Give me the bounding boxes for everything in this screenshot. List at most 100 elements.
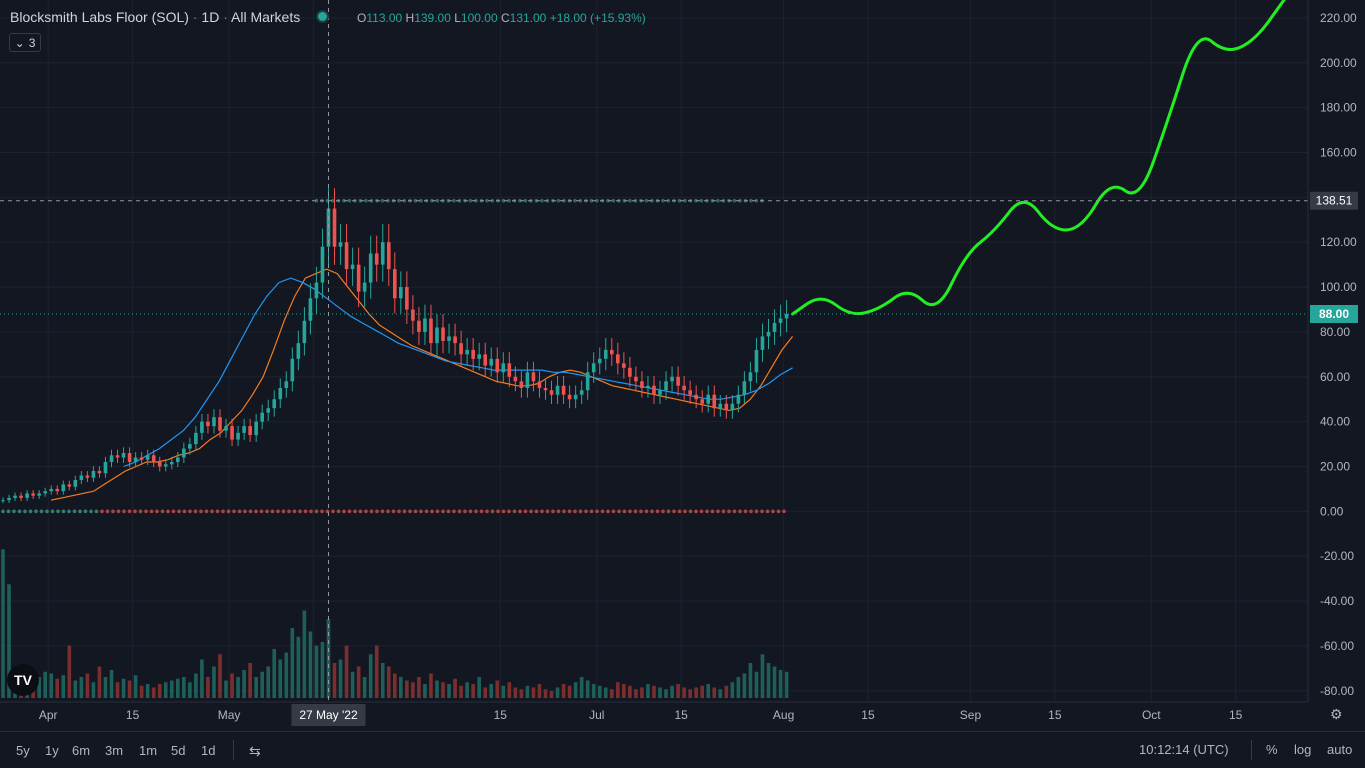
zero-level-dot: [1, 509, 5, 514]
zero-level-dot: [149, 509, 154, 514]
resistance-level-dot: [397, 198, 401, 203]
percent-toggle[interactable]: %: [1266, 742, 1278, 757]
candle-body: [332, 208, 337, 247]
candle-body: [585, 372, 590, 391]
candle-body: [399, 287, 403, 299]
candle-body: [392, 269, 397, 299]
clock[interactable]: 10:12:14 (UTC): [1139, 742, 1229, 757]
gear-icon[interactable]: ⚙: [1330, 706, 1343, 722]
y-tick-label: 200.00: [1320, 56, 1357, 70]
volume-bar: [290, 628, 295, 698]
x-tick-label: May: [218, 708, 241, 722]
timeframe-1m[interactable]: 1m: [139, 743, 158, 758]
volume-bar: [374, 645, 379, 698]
timeframe-3m[interactable]: 3m: [105, 743, 124, 758]
legend-separator: ·: [192, 9, 198, 25]
volume-bar: [579, 677, 584, 698]
open-value: 113.00: [366, 11, 403, 25]
volume-bar: [772, 666, 777, 698]
tradingview-logo-icon[interactable]: TV: [7, 664, 39, 696]
volume-bar: [79, 677, 84, 698]
last-price-label: 88.00: [1319, 307, 1349, 321]
zero-level-dot: [457, 509, 462, 514]
volume-bar: [513, 687, 518, 698]
volume-bar: [212, 666, 216, 698]
x-tick-label: 15: [494, 708, 508, 722]
chart-legend: Blocksmith Labs Floor (SOL) · 1D · All M…: [10, 9, 646, 25]
timeframe-5d[interactable]: 5d: [171, 743, 186, 758]
volume-bar: [609, 689, 614, 698]
zero-level-dot: [199, 509, 203, 514]
time-axis: Apr15May1515Jul15Aug15Sep15Oct1527 May '…: [0, 701, 1308, 726]
interval-label[interactable]: 1D: [201, 9, 220, 25]
candle-body: [537, 381, 542, 389]
resistance-level-dot: [380, 198, 385, 203]
zero-level-dot: [320, 509, 324, 514]
zero-level-dot: [12, 509, 16, 514]
zero-level-dot: [105, 509, 110, 514]
auto-toggle[interactable]: auto: [1327, 742, 1353, 757]
candle-body: [471, 349, 475, 359]
symbol-title[interactable]: Blocksmith Labs Floor (SOL): [10, 9, 189, 25]
volume-bar: [676, 684, 680, 698]
candle-body: [79, 475, 84, 480]
zero-level-dot: [6, 509, 11, 514]
indicators-toggle-button[interactable]: ⌄ 3: [9, 33, 41, 52]
volume-bar: [429, 673, 433, 698]
candle-body: [284, 381, 289, 389]
zero-level-dot: [595, 509, 599, 514]
candle-body: [43, 491, 48, 494]
volume-bar: [754, 671, 759, 698]
volume-bar: [652, 685, 656, 698]
timeframe-1d[interactable]: 1d: [201, 743, 216, 758]
zero-level-dot: [182, 509, 187, 514]
zero-level-dot: [721, 509, 726, 514]
volume-bar: [405, 680, 409, 698]
crosshair: [0, 0, 1308, 702]
volume-bar: [1, 549, 5, 698]
candle-body: [555, 385, 560, 395]
zero-level-dot: [364, 509, 368, 514]
candle-body: [525, 372, 530, 389]
y-tick-label: 100.00: [1320, 280, 1357, 294]
candle-body: [380, 242, 385, 265]
candle-body: [55, 488, 60, 492]
volume-bar: [561, 684, 566, 698]
price-chart[interactable]: 220.00200.00180.00160.00140.00120.00100.…: [0, 0, 1365, 731]
volume-bar: [622, 684, 626, 698]
timeframe-5y[interactable]: 5y: [16, 743, 30, 758]
bottom-toolbar: 5y 1y 6m 3m 1m 5d 1d ⇆ 10:12:14 (UTC) % …: [0, 731, 1365, 768]
volume-bar: [567, 685, 572, 698]
candle-body: [151, 455, 156, 463]
zero-level-dot: [61, 509, 66, 514]
volume-bar: [314, 645, 319, 698]
zero-level-dot: [265, 509, 269, 514]
date-range-icon[interactable]: ⇆: [249, 743, 261, 759]
volume-bar: [266, 666, 271, 698]
x-tick-label: Sep: [960, 708, 982, 722]
volume-bar: [531, 687, 536, 698]
zero-level-dot: [133, 509, 137, 514]
resistance-level-dot: [540, 198, 544, 203]
y-tick-label: 80.00: [1320, 325, 1350, 339]
candle-body: [121, 453, 126, 458]
zero-level-dot: [683, 509, 687, 514]
volume-bar: [284, 652, 289, 698]
zero-level-dot: [639, 509, 643, 514]
zero-level-dot: [369, 509, 374, 514]
volume-bar: [218, 654, 222, 698]
volume-bar: [736, 677, 741, 698]
high-label: H: [405, 11, 415, 25]
timeframe-1y[interactable]: 1y: [45, 743, 59, 758]
resistance-level-dot: [518, 198, 522, 203]
candle-body: [682, 385, 686, 391]
log-toggle[interactable]: log: [1294, 742, 1312, 757]
y-tick-label: 20.00: [1320, 460, 1350, 474]
candle-body: [242, 426, 246, 433]
resistance-level-dot: [699, 198, 704, 203]
volume-bar: [399, 677, 403, 698]
resistance-level-dot: [342, 198, 346, 203]
zero-level-dot: [556, 509, 561, 514]
volume-bar: [206, 677, 210, 698]
timeframe-6m[interactable]: 6m: [72, 743, 91, 758]
